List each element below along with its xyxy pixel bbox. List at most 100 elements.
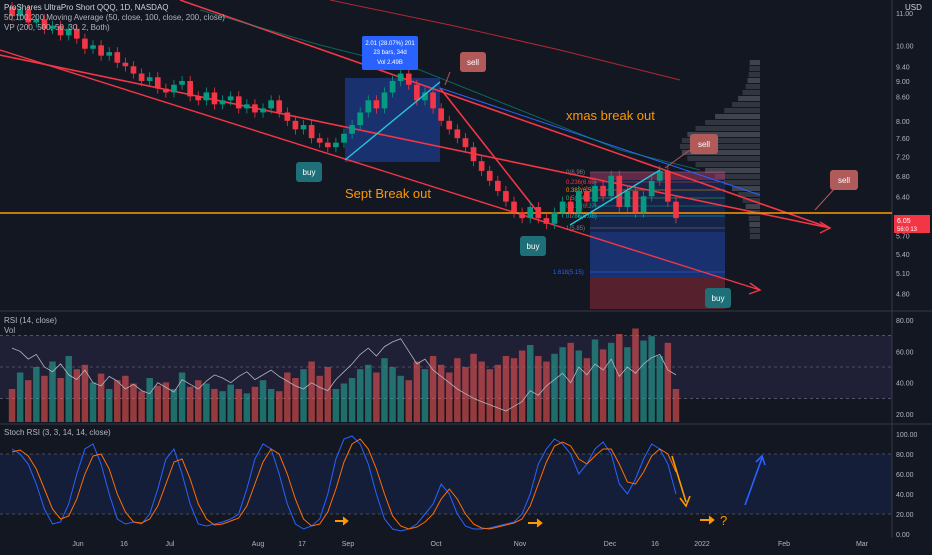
volume-bar — [551, 353, 558, 422]
time-axis-label: Mar — [856, 541, 869, 548]
volume-bar — [41, 375, 48, 422]
volume-profile-bar — [695, 162, 760, 167]
fib-level-label: 1(5.85) — [566, 226, 585, 232]
time-axis-label: Sep — [342, 541, 355, 548]
vol-title[interactable]: Vol — [4, 326, 16, 335]
volume-bar — [672, 389, 680, 422]
candle-body — [9, 7, 15, 17]
stoch-d-line — [11, 438, 677, 530]
volume-profile-bar — [747, 78, 760, 83]
bubble-pointer — [444, 71, 451, 86]
stoch-tick-label: 80.00 — [896, 452, 914, 459]
volume-bar — [446, 372, 453, 422]
time-axis-label: Aug — [252, 541, 265, 548]
volume-bar — [105, 389, 113, 422]
volume-bar — [267, 389, 275, 422]
candle-body — [195, 96, 202, 101]
stoch-up-arrow-head — [755, 454, 766, 466]
candle-body — [397, 73, 404, 81]
volume-profile-bar — [705, 168, 760, 173]
volume-bar — [421, 369, 429, 422]
price-tick-label: 9.00 — [896, 79, 910, 86]
stoch-arrow-head — [708, 515, 715, 525]
volume-bar — [373, 372, 380, 422]
rsi-line — [11, 338, 677, 412]
candle-body — [632, 191, 639, 213]
volume-profile-bar — [715, 114, 760, 119]
candle-body — [640, 196, 647, 213]
last-price-countdown: 56:0 13 — [897, 227, 918, 233]
stoch-k-line — [11, 435, 677, 532]
vp-indicator-label[interactable]: VP (200, 500, 50, 30, 2, Both) — [4, 23, 110, 32]
volume-profile-bar — [687, 156, 760, 161]
candle-body — [114, 52, 121, 63]
volume-profile-bar — [745, 204, 760, 209]
candle-body — [462, 138, 469, 148]
stoch-tick-label: 40.00 — [896, 492, 914, 499]
candle-body — [33, 19, 40, 23]
volume-profile-bar — [724, 108, 760, 113]
volume-profile-bar — [705, 120, 760, 125]
volume-bar — [8, 389, 16, 422]
candle-body — [478, 161, 485, 171]
bubble-pointer — [814, 187, 836, 211]
stoch-arrow-head — [536, 518, 543, 528]
volume-bar — [616, 334, 623, 422]
candle-body — [551, 212, 558, 224]
rsi-title[interactable]: RSI (14, close) — [4, 316, 57, 325]
candle-body — [341, 133, 347, 143]
stoch-title[interactable]: Stoch RSI (3, 3, 14, 14, close) — [4, 428, 111, 437]
annotation-bubble — [830, 170, 858, 190]
volume-bar — [348, 378, 356, 422]
fib-level-label: 0.786(6.08) — [566, 214, 597, 220]
volume-bar — [162, 382, 170, 422]
fib-level-label: 1.618(5.15) — [553, 270, 584, 276]
candle-body — [90, 45, 96, 49]
ma-indicator-label[interactable]: 50,100,200 Moving Average (50, close, 10… — [4, 13, 225, 22]
volume-profile-bar — [742, 90, 760, 95]
candle-body — [122, 62, 129, 67]
last-price-tag — [894, 215, 930, 233]
volume-bar — [381, 358, 388, 422]
last-price-value: 6.05 — [897, 218, 911, 225]
volume-bar — [170, 389, 178, 422]
candle-body — [268, 100, 274, 109]
volume-profile-bar — [680, 144, 760, 149]
candle-body — [365, 100, 372, 113]
candle-body — [130, 66, 137, 74]
candle-body — [138, 73, 145, 81]
volume-bar — [97, 373, 105, 422]
volume-bar — [575, 350, 583, 422]
stoch-up-arrow — [744, 457, 763, 506]
candle-body — [381, 92, 388, 109]
fib-level-label: 0.382(6.53) — [566, 188, 597, 194]
measure-line-1: 2.01 (28.07%) 201 — [365, 41, 415, 47]
volume-bar — [49, 361, 56, 422]
candle-body — [446, 120, 453, 130]
candle-body — [300, 125, 307, 130]
volume-profile-bar — [748, 216, 760, 221]
stoch-tick-label: 20.00 — [896, 512, 914, 519]
candle-body — [179, 80, 185, 85]
annotation-label-buy2: buy — [527, 242, 540, 251]
volume-bar — [57, 378, 64, 422]
price-tick-label: 6.80 — [896, 174, 910, 181]
symbol-title[interactable]: ProShares UltraPro Short QQQ, 1D, NASDAQ — [4, 3, 169, 12]
volume-profile-bar — [732, 102, 760, 107]
candle-body — [430, 92, 436, 109]
volume-bar — [227, 384, 234, 422]
candle-body — [292, 120, 299, 130]
candle-body — [559, 201, 566, 213]
volume-bar — [178, 372, 186, 422]
volume-bar — [632, 328, 639, 422]
annotation-bubble — [296, 162, 322, 182]
candle-body — [284, 112, 291, 121]
volume-bar — [130, 383, 137, 422]
volume-bar — [559, 347, 566, 422]
arrowhead — [819, 221, 832, 234]
volume-bar — [211, 389, 218, 422]
time-axis-label: Nov — [514, 541, 527, 548]
candle-body — [163, 88, 169, 93]
